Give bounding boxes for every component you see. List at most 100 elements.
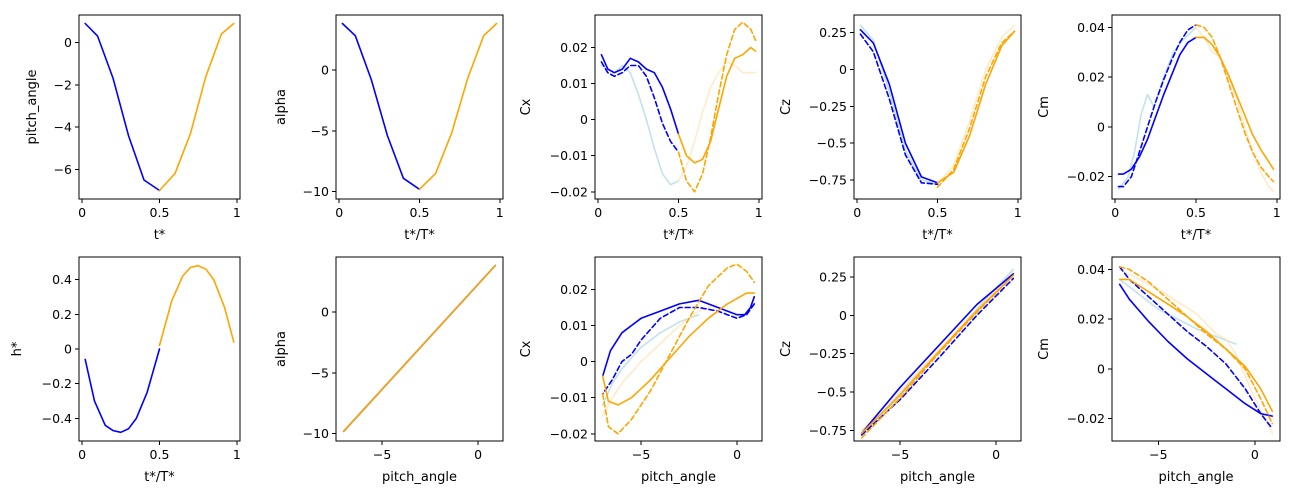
subplot-10: −5 0 −0.02 0 0.02 0.04 pitch_angle Cm	[1037, 256, 1281, 485]
x-tick-label: 0.5	[150, 447, 170, 462]
x-axis-label: t*/T*	[1181, 228, 1212, 243]
subplot-4: 0 0.5 1 −0.75 −0.5 −0.25 0 0.25 t*/T* Cz	[779, 14, 1022, 243]
series-line-2	[1195, 26, 1275, 193]
x-tick-label: 0	[853, 205, 861, 220]
subplot-1: 0 0.5 1 −6 −4 −2 0 t* pitch_angle	[25, 14, 241, 243]
subplot-8: −5 0 −0.02 −0.01 0 0.01 0.02 pitch_angle Cx	[519, 256, 763, 485]
x-tick-label: 0.5	[928, 205, 948, 220]
y-tick-label: 0.02	[1077, 312, 1105, 327]
y-tick-label: −0.02	[550, 426, 588, 441]
axes-frame	[1111, 14, 1281, 200]
x-tick-label: 0.5	[1186, 205, 1206, 220]
series-group	[84, 22, 235, 192]
series-line-2	[418, 22, 498, 191]
x-tick-label: 1	[1273, 205, 1281, 220]
y-axis-label: pitch_angle	[25, 70, 40, 145]
series-line-3	[1118, 283, 1274, 417]
y-tick-label: −0.75	[809, 423, 847, 438]
series-group	[600, 21, 757, 193]
series-line-6	[1118, 266, 1274, 425]
series-line-5	[601, 292, 756, 406]
x-axis-label: t*	[154, 228, 166, 243]
y-tick-label: −0.25	[809, 346, 847, 361]
x-tick-label: −5	[1149, 447, 1167, 462]
series-line-3	[1117, 36, 1197, 175]
x-tick-label: 1	[755, 205, 763, 220]
series-line-6	[677, 21, 757, 193]
x-tick-label: 1	[233, 205, 241, 220]
y-tick-label: 0	[839, 308, 847, 323]
series-line-1	[1117, 26, 1197, 190]
subplot-3: 0 0.5 1 −0.02 −0.01 0 0.01 0.02 t*/T* Cx	[519, 14, 763, 243]
series-line-2	[601, 303, 719, 417]
x-axis-label: t*/T*	[404, 228, 435, 243]
y-tick-label: −0.25	[809, 99, 847, 114]
y-tick-label: 0.25	[819, 25, 847, 40]
x-tick-label: −5	[373, 447, 391, 462]
x-tick-label: −5	[632, 447, 650, 462]
subplot-7: −5 0 −10 −5 0 pitch_angle alpha	[274, 256, 504, 485]
y-tick-label: −10	[303, 184, 329, 199]
axes-frame	[853, 14, 1022, 200]
y-axis-label: h*	[10, 341, 25, 356]
x-tick-label: 0	[1111, 205, 1119, 220]
series-group	[1118, 266, 1274, 435]
axes-frame	[78, 14, 241, 200]
y-tick-label: 0.01	[560, 318, 588, 333]
series-line-4	[601, 303, 756, 395]
x-axis-label: t*/T*	[663, 228, 694, 243]
series-line-1	[859, 24, 939, 186]
x-tick-label: 0.5	[410, 205, 430, 220]
series-group	[342, 264, 497, 433]
series-group	[84, 264, 235, 434]
x-tick-label: 0	[594, 205, 602, 220]
x-axis-label: pitch_angle	[641, 470, 716, 485]
y-axis-label: Cm	[1037, 96, 1052, 118]
series-line-6	[1195, 24, 1275, 183]
y-tick-label: −0.5	[817, 384, 847, 399]
y-tick-label: −0.2	[42, 376, 72, 391]
x-axis-label: pitch_angle	[382, 470, 457, 485]
series-line-2	[158, 264, 235, 347]
series-line-1	[601, 313, 700, 406]
x-tick-label: 0	[733, 447, 741, 462]
y-tick-label: 0.4	[52, 272, 72, 287]
y-tick-label: −0.01	[550, 390, 588, 405]
x-tick-label: 0	[78, 447, 86, 462]
series-line-4	[1117, 24, 1197, 188]
y-tick-label: −6	[54, 162, 72, 177]
y-tick-label: −0.02	[1067, 169, 1105, 184]
y-tick-label: 0	[321, 62, 329, 77]
series-line-2	[677, 61, 757, 182]
series-line-6	[936, 30, 1016, 188]
y-axis-label: Cz	[779, 99, 794, 115]
y-tick-label: 0.2	[52, 307, 72, 322]
series-group	[859, 24, 1016, 188]
y-tick-label: −5	[311, 123, 329, 138]
x-axis-label: pitch_angle	[900, 470, 975, 485]
series-line-5	[1195, 36, 1275, 170]
y-tick-label: −0.02	[550, 184, 588, 199]
x-tick-label: 1	[233, 447, 241, 462]
y-tick-label: −0.02	[1067, 411, 1105, 426]
axes-frame	[594, 14, 763, 200]
series-line-3	[859, 28, 939, 184]
series-line-3	[601, 295, 756, 377]
series-line-1	[600, 64, 680, 186]
y-tick-label: 0	[580, 354, 588, 369]
y-axis-label: Cz	[779, 341, 794, 357]
y-tick-label: 0.01	[560, 76, 588, 91]
axes-frame	[335, 14, 504, 200]
y-tick-label: 0.02	[560, 282, 588, 297]
series-line-5	[677, 46, 757, 164]
y-axis-label: alpha	[274, 89, 289, 125]
series-line-5	[936, 30, 1016, 184]
series-line-5	[1118, 278, 1274, 413]
axes-frame	[853, 256, 1022, 442]
y-tick-label: 0.02	[560, 40, 588, 55]
series-group	[1117, 24, 1275, 193]
series-line-1	[84, 22, 161, 192]
y-tick-label: −10	[303, 426, 329, 441]
y-tick-label: 0	[1097, 361, 1105, 376]
